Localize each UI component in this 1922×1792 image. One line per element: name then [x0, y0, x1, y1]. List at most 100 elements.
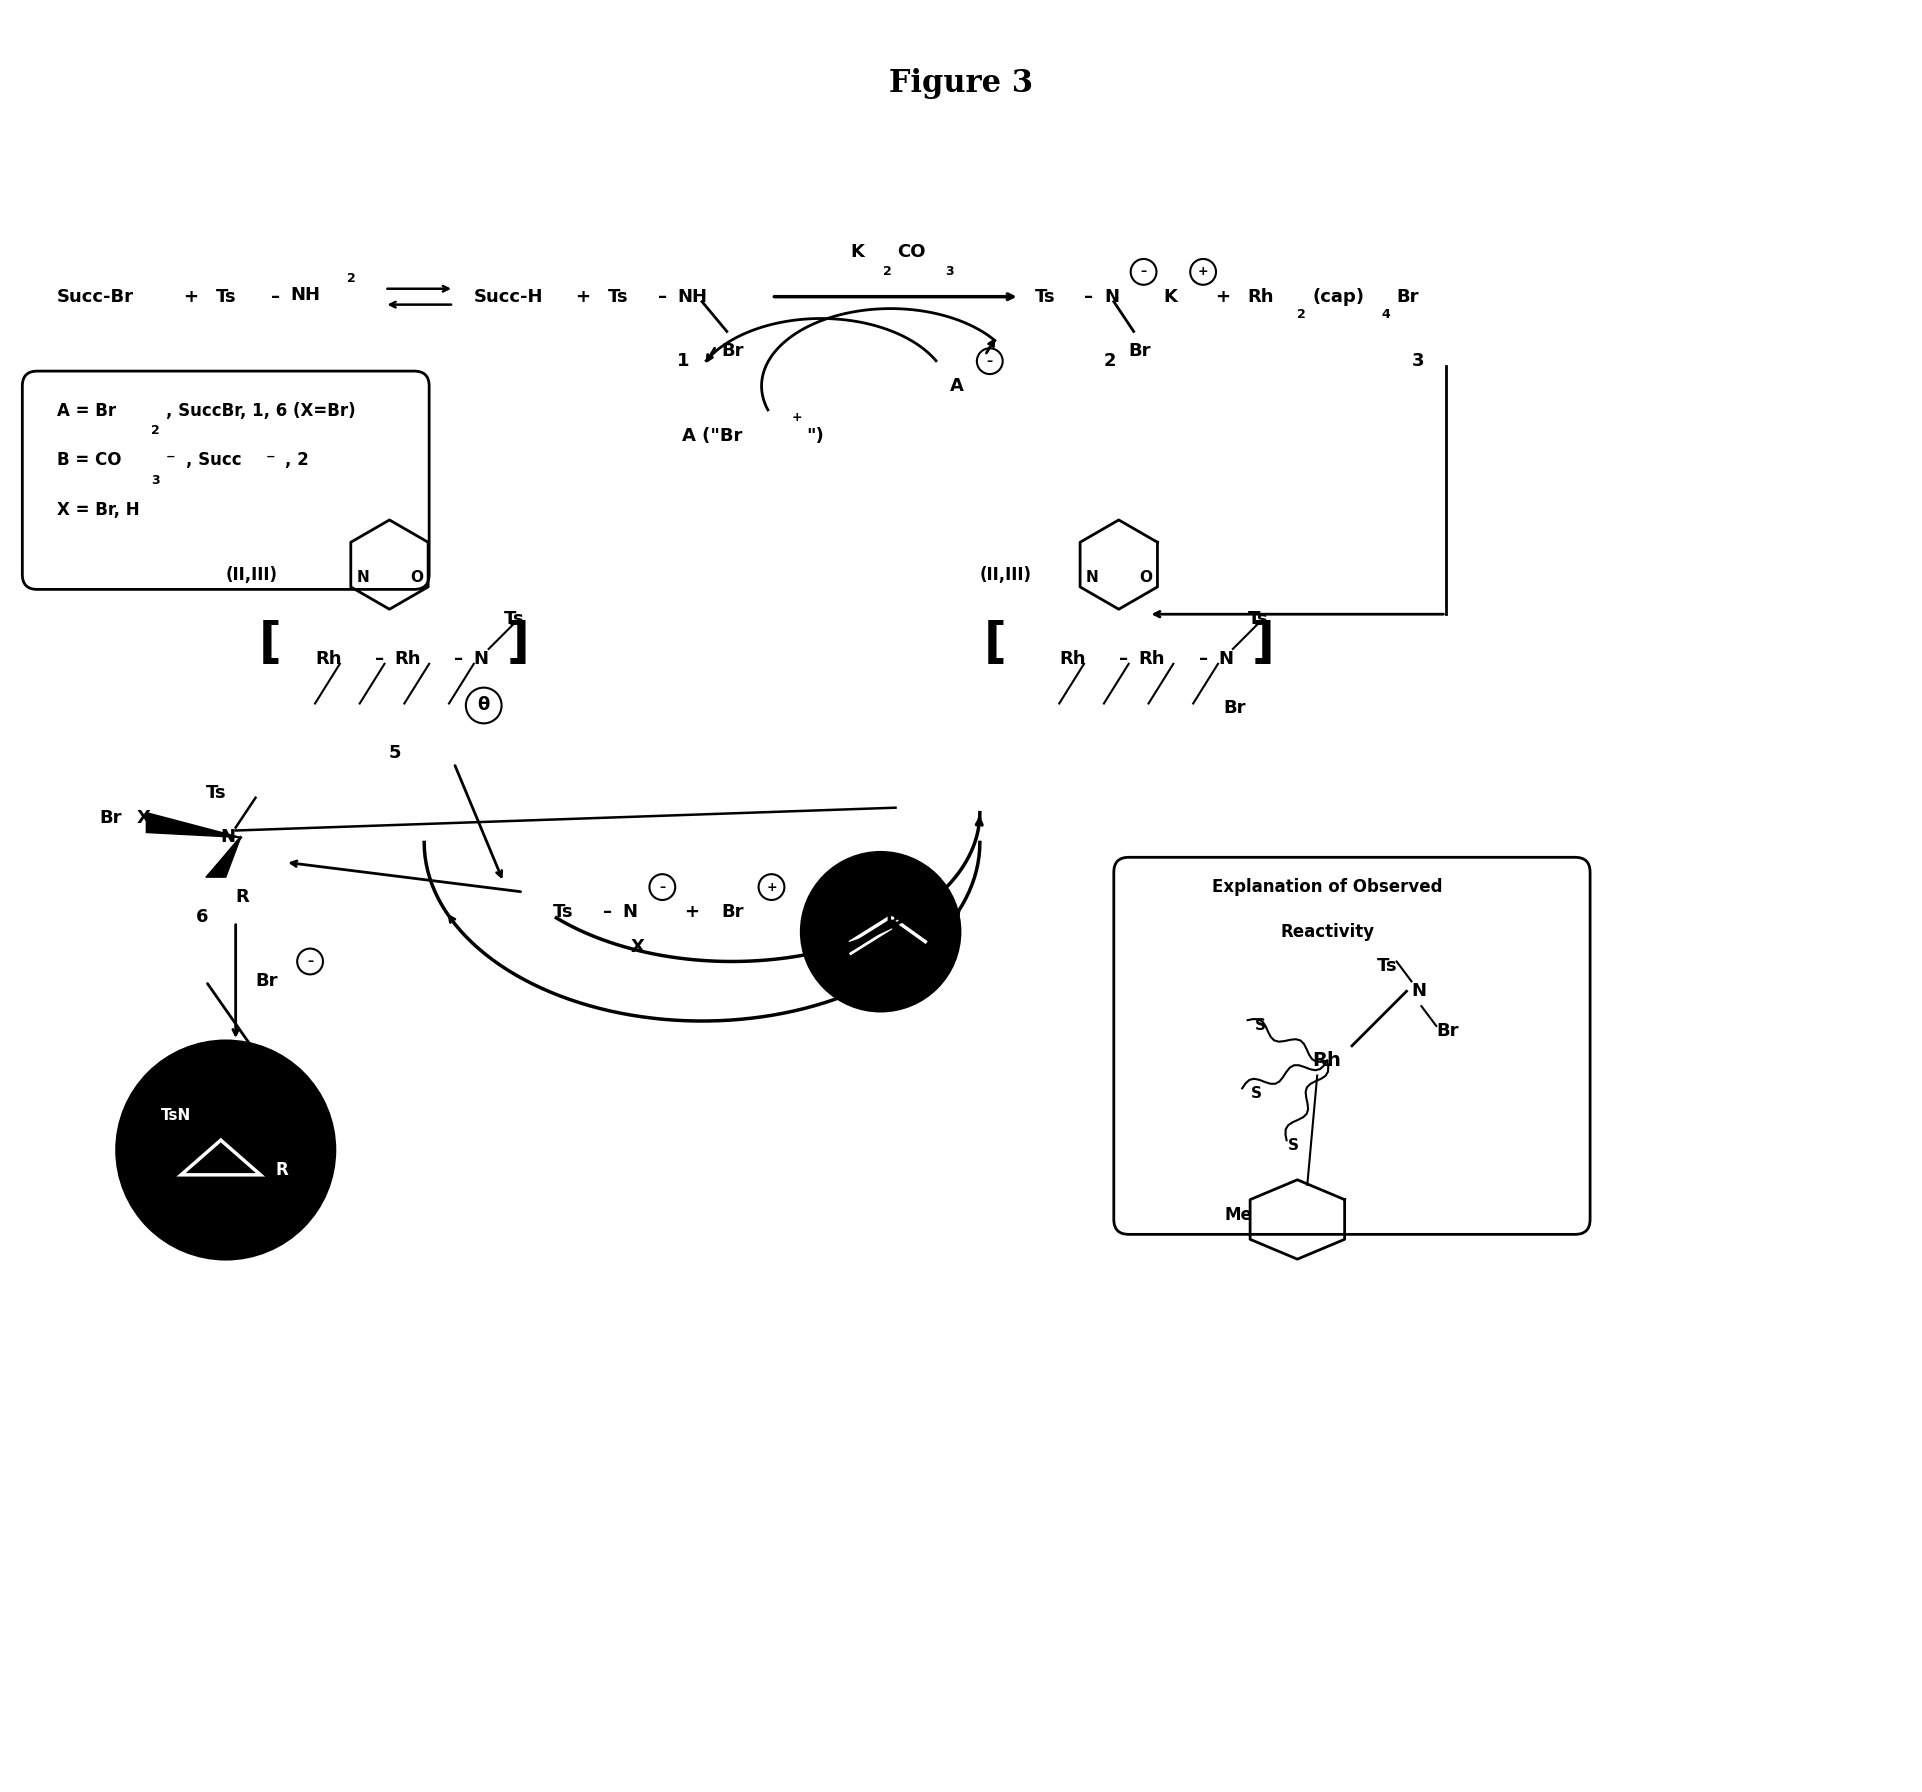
Text: 5: 5: [388, 744, 400, 762]
Text: NH: NH: [677, 289, 707, 306]
Text: "): "): [805, 426, 825, 444]
Text: 2: 2: [1103, 353, 1117, 371]
Text: θ: θ: [477, 697, 490, 715]
Text: R: R: [886, 912, 899, 930]
FancyBboxPatch shape: [23, 371, 429, 590]
Text: +: +: [1215, 289, 1230, 306]
Text: Br: Br: [723, 342, 744, 360]
Text: K: K: [851, 244, 865, 262]
Text: Reactivity: Reactivity: [1280, 923, 1374, 941]
Text: O: O: [1140, 570, 1151, 586]
Text: Ts: Ts: [1247, 609, 1269, 629]
Text: A ("Br: A ("Br: [682, 426, 742, 444]
Polygon shape: [206, 837, 240, 876]
Text: , 2: , 2: [284, 452, 309, 470]
Text: S: S: [1251, 1086, 1263, 1100]
Text: S: S: [1255, 1018, 1267, 1032]
Text: Ts: Ts: [607, 289, 628, 306]
Text: +: +: [684, 903, 700, 921]
Text: –: –: [1119, 650, 1128, 668]
Text: [: [: [259, 620, 283, 668]
Text: Br: Br: [256, 973, 279, 991]
FancyBboxPatch shape: [1115, 857, 1589, 1235]
Text: –: –: [986, 355, 994, 367]
Text: Me: Me: [1224, 1206, 1253, 1224]
Text: A = Br: A = Br: [58, 401, 115, 419]
Text: –: –: [657, 289, 667, 306]
Text: Ts: Ts: [215, 289, 236, 306]
Text: 1: 1: [677, 353, 690, 371]
Text: N: N: [1103, 289, 1119, 306]
Text: R: R: [275, 1161, 288, 1179]
Text: Ts: Ts: [554, 903, 575, 921]
Circle shape: [801, 853, 959, 1011]
Text: 3: 3: [946, 265, 953, 278]
Text: , SuccBr, 1, 6 (X=Br): , SuccBr, 1, 6 (X=Br): [165, 401, 356, 419]
Text: Rh: Rh: [394, 650, 421, 668]
Text: Succ-H: Succ-H: [475, 289, 544, 306]
Text: –: –: [1140, 265, 1147, 278]
Text: CO: CO: [898, 244, 926, 262]
Text: Ts: Ts: [206, 783, 227, 801]
Text: Br: Br: [1222, 699, 1245, 717]
Text: Br: Br: [1128, 342, 1151, 360]
Text: (II,III): (II,III): [980, 566, 1032, 584]
Text: S: S: [1288, 1138, 1299, 1152]
Text: N: N: [1411, 982, 1426, 1000]
Text: –: –: [659, 880, 665, 894]
Text: O: O: [409, 570, 423, 586]
Text: 2: 2: [882, 265, 892, 278]
Text: ]: ]: [1251, 620, 1274, 668]
Text: R: R: [936, 928, 949, 946]
Text: +: +: [575, 289, 590, 306]
Text: X = Br, H: X = Br, H: [58, 502, 140, 520]
Text: –: –: [271, 289, 281, 306]
Text: N: N: [623, 903, 638, 921]
Text: 6: 6: [196, 909, 208, 926]
Text: Rh: Rh: [315, 650, 342, 668]
Text: , Succ: , Succ: [186, 452, 242, 470]
Text: Explanation of Observed: Explanation of Observed: [1213, 878, 1442, 896]
Text: 2: 2: [1297, 308, 1307, 321]
Text: 2: 2: [346, 272, 356, 285]
Text: Rh: Rh: [1059, 650, 1086, 668]
Text: ]: ]: [507, 620, 530, 668]
Text: Rh: Rh: [1313, 1052, 1342, 1070]
Polygon shape: [146, 812, 240, 837]
Text: ⁻: ⁻: [265, 452, 275, 470]
Text: Br: Br: [723, 903, 744, 921]
Text: Rh: Rh: [1138, 650, 1165, 668]
Text: (cap): (cap): [1313, 289, 1365, 306]
Text: A: A: [949, 376, 965, 394]
Text: 3: 3: [1411, 353, 1424, 371]
Text: 4: 4: [1382, 308, 1390, 321]
Text: N: N: [221, 828, 236, 846]
Text: Br: Br: [1436, 1021, 1459, 1039]
Text: N: N: [356, 570, 369, 586]
Text: X: X: [136, 808, 150, 826]
Text: Ts: Ts: [504, 609, 525, 629]
Text: Rh: Rh: [1247, 289, 1274, 306]
Text: Br: Br: [1397, 289, 1418, 306]
Text: –: –: [375, 650, 384, 668]
Text: [: [: [984, 620, 1007, 668]
Text: 2: 2: [152, 425, 160, 437]
Text: Ts: Ts: [1376, 957, 1397, 975]
Text: K: K: [1163, 289, 1178, 306]
Text: Succ-Br: Succ-Br: [58, 289, 135, 306]
Circle shape: [117, 1041, 334, 1260]
Text: (II,III): (II,III): [225, 566, 279, 584]
Text: –: –: [1199, 650, 1207, 668]
Text: 3: 3: [152, 473, 160, 487]
Text: ⁻: ⁻: [165, 452, 175, 470]
Text: –: –: [454, 650, 463, 668]
Text: X: X: [630, 937, 644, 955]
Text: Ts: Ts: [1034, 289, 1055, 306]
Text: TsN: TsN: [161, 1107, 192, 1124]
Text: Br: Br: [100, 808, 121, 826]
Text: –: –: [1084, 289, 1094, 306]
Text: N: N: [1086, 570, 1097, 586]
Text: –: –: [604, 903, 613, 921]
Text: –: –: [308, 955, 313, 968]
Text: R: R: [236, 889, 250, 907]
